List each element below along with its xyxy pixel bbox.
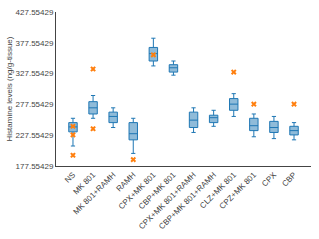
svg-text:RAMH: RAMH	[114, 170, 137, 193]
svg-text:NS: NS	[63, 170, 77, 184]
svg-text:CBP: CBP	[280, 170, 298, 188]
svg-text:CPX+MK 801+RAMH: CPX+MK 801+RAMH	[137, 170, 198, 231]
svg-text:277.55429: 277.55429	[16, 100, 54, 109]
svg-text:327.55429: 327.55429	[16, 69, 54, 78]
svg-text:MK 801: MK 801	[71, 170, 97, 196]
svg-text:CBP+MK 801: CBP+MK 801	[137, 170, 178, 211]
svg-text:CPZ+MK 801: CPZ+MK 801	[218, 170, 259, 211]
svg-text:177.55429: 177.55429	[16, 162, 54, 171]
svg-text:CPX+MK 801: CPX+MK 801	[117, 170, 158, 211]
svg-text:MK 801+RAMH: MK 801+RAMH	[72, 170, 118, 216]
svg-text:CBP+MK 801+RAMH: CBP+MK 801+RAMH	[157, 170, 218, 231]
svg-text:377.55429: 377.55429	[16, 39, 54, 48]
svg-text:Histamine levels (ng/g-tissue): Histamine levels (ng/g-tissue)	[5, 36, 14, 141]
svg-text:427.55429: 427.55429	[16, 8, 54, 17]
svg-text:227.55429: 227.55429	[16, 131, 54, 140]
svg-text:CLZ+MK 801: CLZ+MK 801	[198, 170, 238, 210]
svg-text:CPX: CPX	[260, 170, 278, 188]
